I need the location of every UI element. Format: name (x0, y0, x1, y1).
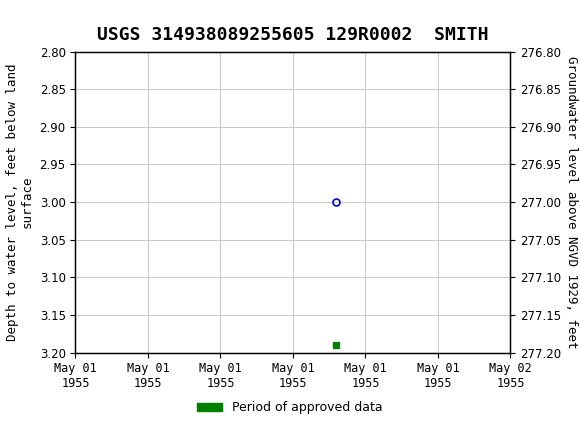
Text: ≋USGS: ≋USGS (1, 10, 56, 28)
Y-axis label: Depth to water level, feet below land
surface: Depth to water level, feet below land su… (6, 63, 34, 341)
Text: USGS: USGS (3, 10, 63, 29)
Title: USGS 314938089255605 129R0002  SMITH: USGS 314938089255605 129R0002 SMITH (97, 27, 488, 44)
Legend: Period of approved data: Period of approved data (192, 396, 388, 419)
Y-axis label: Groundwater level above NGVD 1929, feet: Groundwater level above NGVD 1929, feet (565, 56, 578, 348)
